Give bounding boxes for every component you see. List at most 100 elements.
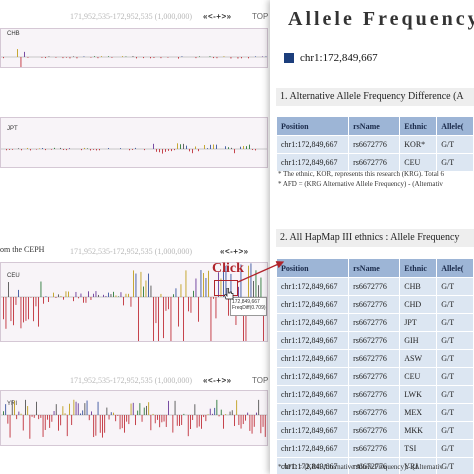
section2-header-3: Allele( xyxy=(436,258,474,278)
table-cell: ASW xyxy=(399,349,438,368)
freq-diff-bar xyxy=(20,413,22,415)
table-cell: CHB xyxy=(399,277,438,296)
freq-diff-bar xyxy=(231,410,233,415)
freq-diff-bar xyxy=(248,57,249,59)
freq-diff-bar xyxy=(178,57,179,59)
chb-track-label: CHB xyxy=(7,31,20,37)
freq-diff-bar xyxy=(30,149,31,151)
freq-diff-bar xyxy=(102,415,103,438)
yri-top-link[interactable]: TOP xyxy=(252,376,269,385)
chb-track[interactable]: CHB xyxy=(0,28,268,68)
freq-diff-bar xyxy=(218,272,219,297)
jpt-track[interactable]: JPT xyxy=(0,117,268,168)
freq-diff-bar xyxy=(249,415,251,431)
freq-diff-bar xyxy=(21,149,22,151)
table-row[interactable]: chr1:172,849,667 rs6672776 CHB G/T xyxy=(275,277,474,296)
table-row[interactable]: chr1:172,849,667 rs6672776 GIH G/T xyxy=(275,331,474,350)
table-cell: LWK xyxy=(399,385,438,404)
table-cell: chr1:172,849,667 xyxy=(275,367,350,386)
freq-diff-bar xyxy=(263,297,264,341)
table-row[interactable]: chr1:172,849,667 rs6672776 YRI G/T xyxy=(275,457,474,474)
table-row[interactable]: chr1:172,849,667 rs6672776 CEU G/T xyxy=(275,367,474,386)
freq-diff-bar xyxy=(51,149,52,150)
freq-diff-bar xyxy=(225,265,227,297)
freq-diff-bar xyxy=(238,286,239,297)
table-row[interactable]: chr1:172,849,667 rs6672776 CEU G/T xyxy=(275,153,474,172)
freq-diff-bar xyxy=(132,149,133,150)
freq-diff-bar xyxy=(66,149,67,151)
table-cell: CHD xyxy=(399,295,438,314)
freq-diff-bar xyxy=(28,297,29,320)
freq-diff-bar xyxy=(135,147,136,149)
freq-diff-bar xyxy=(198,149,199,152)
freq-diff-bar xyxy=(223,56,225,57)
freq-diff-bar xyxy=(73,399,75,415)
freq-diff-bar xyxy=(255,149,256,151)
freq-diff-bar xyxy=(12,149,13,150)
freq-diff-bar xyxy=(53,292,54,297)
table-cell: chr1:172,849,667 xyxy=(275,385,350,404)
table-cell: G/T xyxy=(436,385,474,404)
freq-diff-bar xyxy=(223,269,224,297)
freq-diff-bar xyxy=(110,412,112,415)
freq-diff-bar xyxy=(29,415,31,439)
freq-diff-bar xyxy=(110,294,112,297)
table-cell: G/T xyxy=(436,277,474,296)
table-cell: rs6672776 xyxy=(348,439,401,458)
freq-diff-bar xyxy=(248,265,249,297)
table-cell: rs6672776 xyxy=(348,385,401,404)
hapmap-table-header: Position rsName Ethnic Allele( xyxy=(275,258,474,278)
freq-diff-bar xyxy=(183,413,185,415)
table-row[interactable]: chr1:172,849,667 rs6672776 JPT G/T xyxy=(275,313,474,332)
freq-diff-bar xyxy=(195,278,197,297)
freq-diff-bar xyxy=(120,292,122,297)
freq-diff-bar xyxy=(207,148,208,149)
yri-track[interactable]: YRI xyxy=(0,390,268,446)
table-row[interactable]: chr1:172,849,667 rs6672776 LWK G/T xyxy=(275,385,474,404)
chb-nav-controls[interactable]: «<-+>» xyxy=(203,12,232,21)
freq-diff-bar xyxy=(214,407,216,415)
yri-nav-controls[interactable]: «<-+>» xyxy=(203,376,232,385)
freq-diff-bar xyxy=(77,403,79,415)
freq-diff-bar xyxy=(141,415,143,422)
section2-header-0: Position xyxy=(275,258,350,278)
freq-diff-bar xyxy=(136,57,137,59)
freq-diff-bar xyxy=(60,415,62,426)
table-row[interactable]: chr1:172,849,667 rs6672776 TSI G/T xyxy=(275,439,474,458)
freq-diff-bar xyxy=(31,415,33,417)
freq-diff-bar xyxy=(43,297,44,304)
table-row[interactable]: chr1:172,849,667 rs6672776 CHD G/T xyxy=(275,295,474,314)
freq-diff-bar xyxy=(160,293,162,297)
freq-diff-bar xyxy=(230,273,232,297)
freq-diff-bar xyxy=(190,297,192,313)
freq-diff-bar xyxy=(40,281,42,297)
freq-diff-bar xyxy=(168,400,169,415)
freq-diff-bar xyxy=(200,270,202,297)
freq-diff-bar xyxy=(95,291,97,297)
freq-diff-bar xyxy=(106,407,108,415)
freq-diff-bar xyxy=(154,415,156,424)
freq-diff-bar xyxy=(83,56,85,57)
freq-diff-bar xyxy=(44,415,46,430)
table-row[interactable]: chr1:172,849,667 rs6672776 ASW G/T xyxy=(275,349,474,368)
yri-range-text: 171,952,535-172,952,535 (1,000,000) xyxy=(70,376,192,385)
freq-diff-bar xyxy=(55,297,57,298)
ceu-track[interactable]: CEU xyxy=(0,262,268,342)
freq-diff-bar xyxy=(177,143,178,149)
chb-top-link[interactable]: TOP xyxy=(252,12,269,21)
ceu-nav-controls[interactable]: «<-+>» xyxy=(220,247,249,256)
freq-diff-bar xyxy=(213,144,214,149)
freq-diff-bar xyxy=(126,415,128,422)
table-row[interactable]: chr1:172,849,667 rs6672776 MKK G/T xyxy=(275,421,474,440)
freq-diff-bar xyxy=(108,292,109,297)
freq-diff-bar xyxy=(98,294,99,297)
ceph-text: om the CEPH xyxy=(0,245,45,254)
freq-diff-bar xyxy=(7,415,9,424)
freq-diff-bar xyxy=(39,148,40,149)
freq-diff-bar xyxy=(18,289,19,297)
table-row[interactable]: chr1:172,849,667 rs6672776 KOR* G/T xyxy=(275,135,474,154)
freq-diff-bar xyxy=(228,297,229,316)
freq-diff-bar xyxy=(165,297,167,311)
freq-diff-bar xyxy=(11,400,13,415)
table-row[interactable]: chr1:172,849,667 rs6672776 MEX G/T xyxy=(275,403,474,422)
